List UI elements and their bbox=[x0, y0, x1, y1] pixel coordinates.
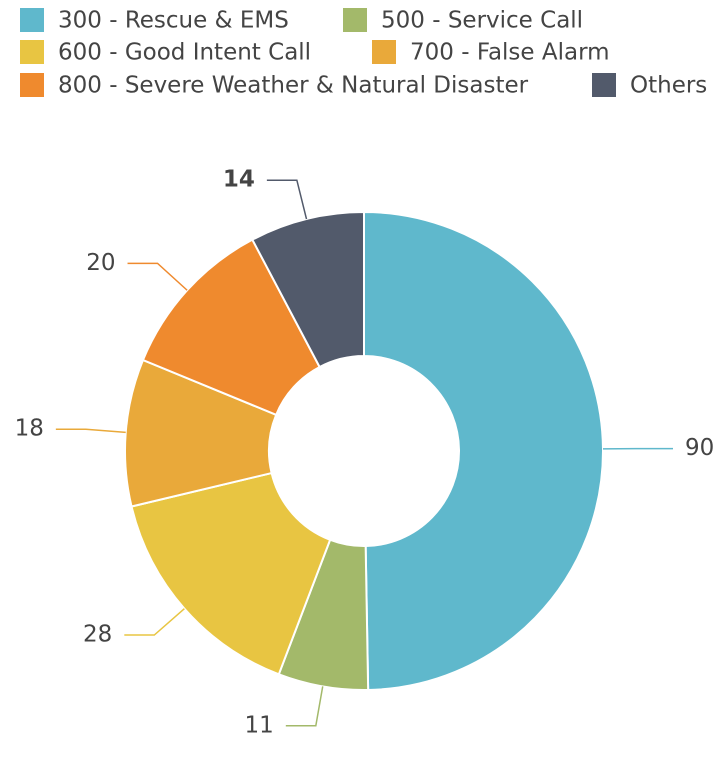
data-label: 14 bbox=[223, 167, 255, 193]
data-label: 28 bbox=[83, 622, 112, 648]
legend-swatch bbox=[20, 8, 44, 32]
leader-line bbox=[55, 428, 126, 434]
legend-swatch bbox=[20, 73, 44, 97]
leader-line bbox=[127, 262, 188, 291]
donut-slice bbox=[130, 471, 332, 676]
legend-label: 600 - Good Intent Call bbox=[58, 40, 311, 66]
donut-slice bbox=[363, 210, 604, 691]
leader-line bbox=[285, 686, 324, 727]
leader-line bbox=[124, 608, 185, 636]
leader-line bbox=[266, 179, 308, 220]
donut-slice bbox=[251, 210, 365, 369]
legend-swatch bbox=[592, 73, 616, 97]
data-label: 18 bbox=[15, 416, 44, 442]
data-label: 11 bbox=[245, 712, 274, 738]
legend-swatch bbox=[372, 40, 396, 64]
data-label: 90 bbox=[685, 435, 714, 461]
legend-label: Others bbox=[630, 73, 707, 99]
legend-label: 800 - Severe Weather & Natural Disaster bbox=[58, 73, 529, 99]
data-label: 20 bbox=[86, 250, 115, 276]
legend-label: 300 - Rescue & EMS bbox=[58, 8, 289, 34]
legend-swatch bbox=[20, 40, 44, 64]
legend-label: 500 - Service Call bbox=[381, 8, 583, 34]
legend-swatch bbox=[343, 8, 367, 32]
legend-label: 700 - False Alarm bbox=[410, 40, 610, 66]
